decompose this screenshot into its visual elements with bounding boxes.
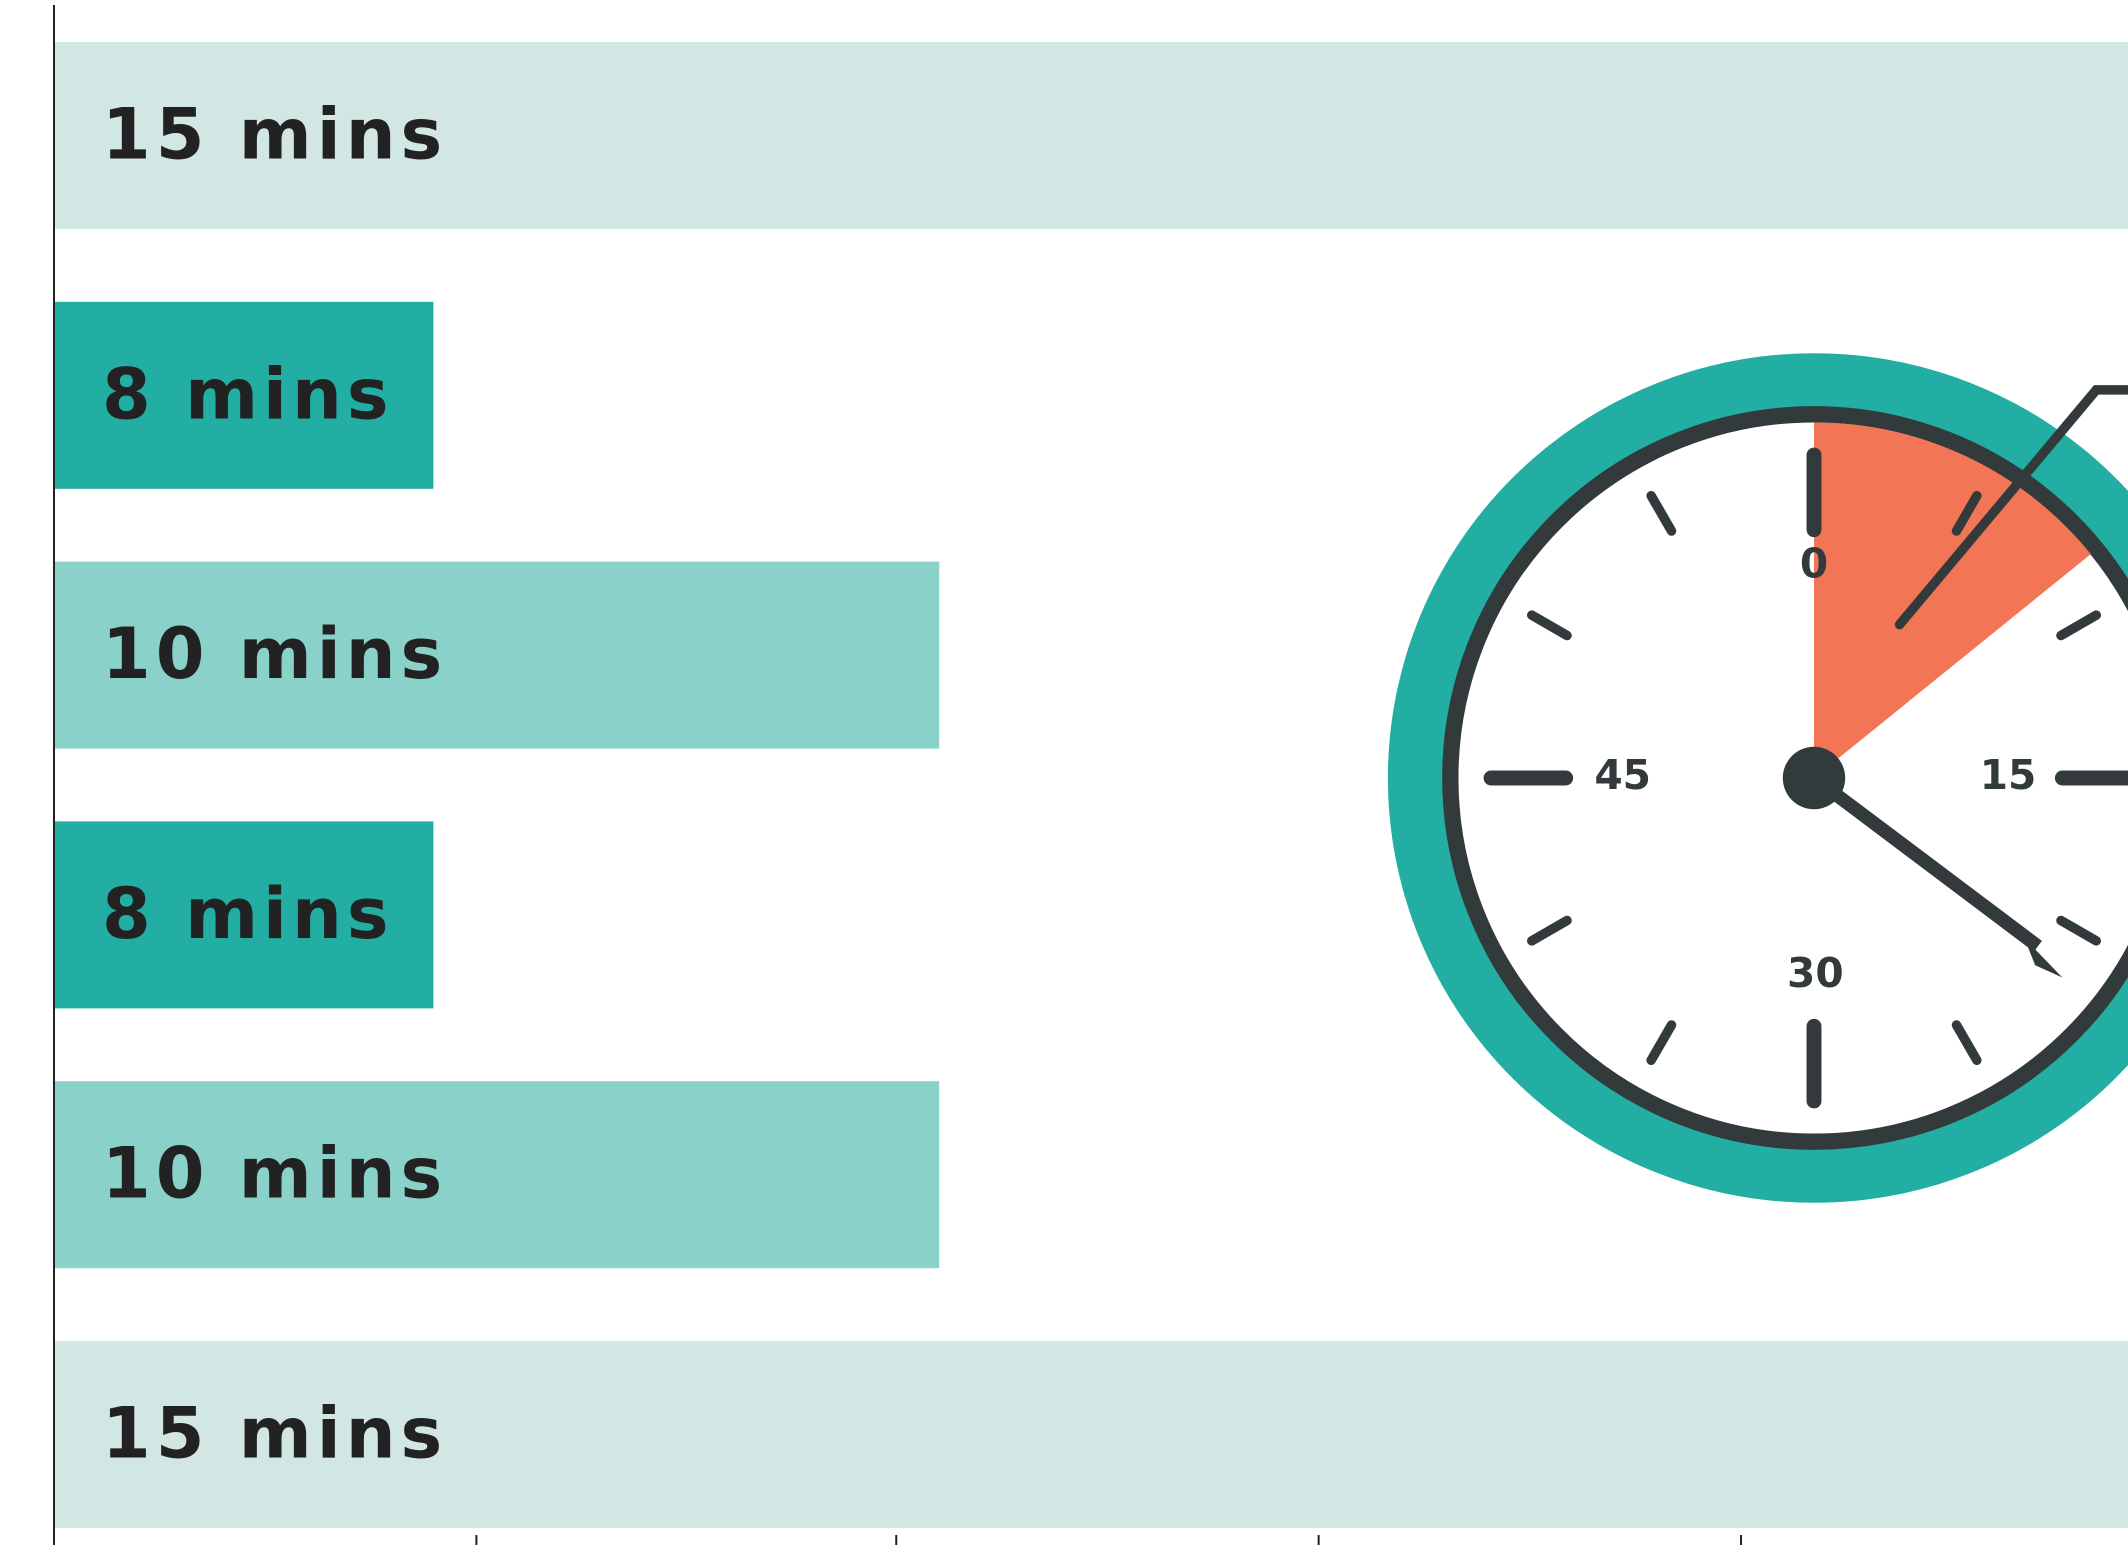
clock-label: 45	[1594, 751, 1651, 799]
bar	[54, 821, 434, 1009]
bar	[54, 1081, 940, 1269]
value-label: 8 mins	[102, 353, 394, 435]
minute-hand-tip	[2024, 938, 2063, 978]
value-label: 10 mins	[102, 1133, 447, 1215]
bar	[54, 1341, 2128, 1528]
clock-wedge	[1814, 422, 2091, 778]
clock-center	[1782, 746, 1846, 810]
clock-label: 30	[1787, 949, 1844, 997]
bar	[54, 301, 434, 489]
value-label: 15 mins	[102, 94, 447, 176]
value-label: 15 mins	[102, 1393, 447, 1475]
bars: 15 mins 8 mins 10 mins 8 mins 10 mins 15 mins	[54, 42, 2128, 1528]
value-label: 10 mins	[102, 613, 447, 695]
bar	[54, 42, 2128, 229]
value-label: 8 mins	[102, 873, 394, 955]
second-hand	[1894, 385, 2128, 630]
clock-label: 0	[1800, 539, 1828, 587]
bar	[54, 561, 940, 749]
clock: 0 15 30 45	[1388, 353, 2128, 1203]
clock-label: 15	[1980, 751, 2037, 799]
clock-ticks	[1483, 447, 2128, 1109]
minute-hand	[1809, 772, 2042, 952]
